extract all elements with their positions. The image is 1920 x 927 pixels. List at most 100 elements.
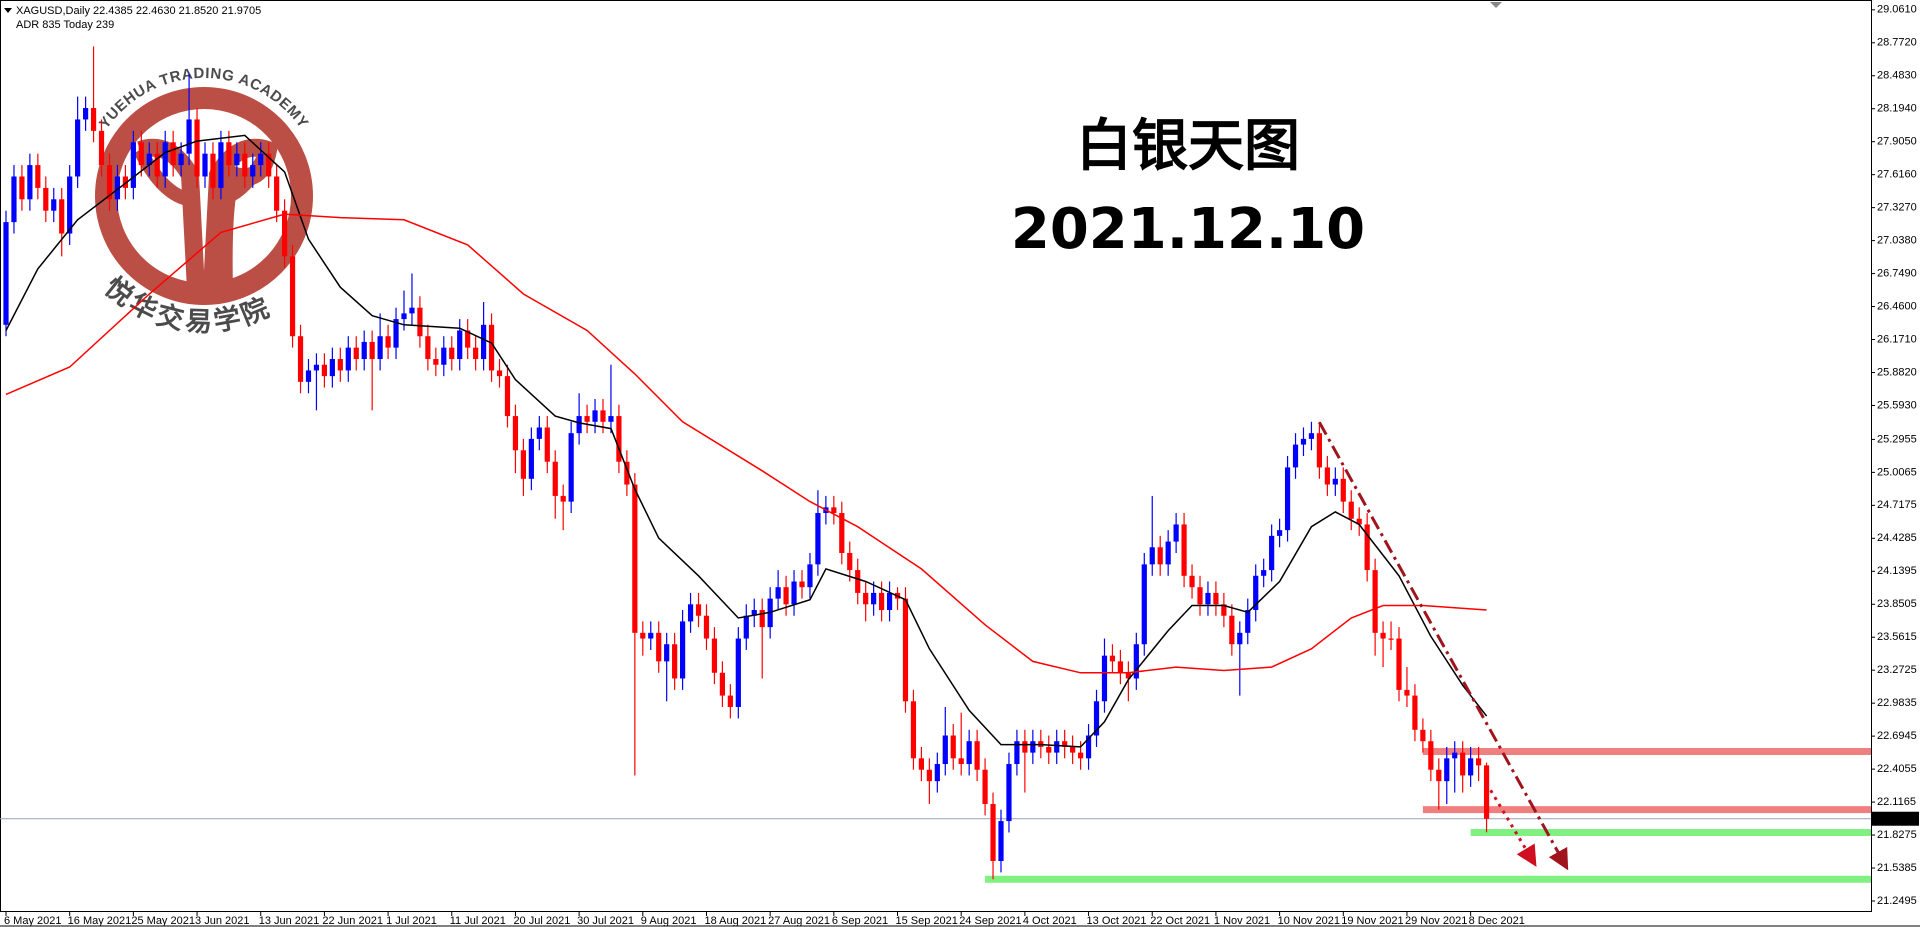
candle-body (114, 176, 121, 200)
candle-body (481, 324, 487, 360)
candle-body (401, 313, 407, 320)
candle-body (377, 336, 383, 360)
y-tick-label: 22.1165 (1877, 796, 1916, 808)
candle-body (1468, 758, 1474, 776)
candle-body (1085, 735, 1092, 759)
x-tick-label: 16 May 2021 (68, 915, 132, 927)
candle-body (51, 199, 57, 211)
candle-body (966, 741, 972, 765)
x-tick-label: 13 Jun 2021 (259, 915, 320, 927)
candle-body (1428, 741, 1434, 770)
y-tick-label: 27.0380 (1877, 235, 1917, 247)
candle-body (1372, 570, 1378, 633)
x-tick-label: 10 Nov 2021 (1278, 915, 1340, 927)
candle-body (608, 416, 614, 422)
candle-body (226, 142, 232, 166)
candle-body (337, 359, 343, 371)
candle-body (918, 758, 924, 770)
candle-body (648, 632, 654, 639)
candle-body (879, 592, 885, 611)
candle-body (1165, 541, 1171, 565)
candle-body (1046, 746, 1052, 753)
candle-body (1332, 478, 1338, 485)
candle-body (409, 307, 415, 314)
candle-body (1014, 741, 1020, 765)
y-tick-label: 25.2955 (1877, 433, 1917, 445)
candle-body (250, 165, 256, 177)
candle-body (743, 615, 749, 639)
y-tick-label: 27.6160 (1877, 169, 1917, 181)
x-tick-label: 30 Jul 2021 (577, 915, 634, 927)
candle-body (1221, 604, 1227, 616)
candle-body (1300, 438, 1307, 445)
candle-body (783, 587, 789, 605)
candle-body (974, 741, 980, 770)
candle-body (146, 153, 152, 166)
candle-body (1093, 701, 1100, 736)
y-tick-label: 22.6945 (1877, 730, 1917, 742)
candle-body (170, 142, 176, 166)
y-tick-label: 24.7175 (1877, 499, 1917, 511)
candle-body (1245, 610, 1251, 633)
candle-body (35, 165, 41, 188)
candle-body (449, 347, 455, 360)
candle-body (258, 153, 264, 166)
candle-body (664, 644, 670, 662)
candle-body (695, 604, 702, 616)
candle-body (656, 632, 662, 662)
candle-body (1364, 524, 1370, 571)
candle-body (775, 587, 781, 599)
candle-body (67, 176, 73, 234)
candle-body (1269, 535, 1275, 571)
header-info: XAGUSD,Daily 22.4385 22.4630 21.8520 21.… (16, 5, 261, 17)
y-tick-label: 28.7720 (1877, 37, 1917, 49)
moving-average (5, 134, 1488, 748)
candle-body (178, 153, 184, 166)
y-tick-label: 24.1395 (1877, 565, 1917, 577)
candle-body (1157, 547, 1163, 565)
header-adr: ADR 835 Today 239 (16, 19, 114, 31)
candle-body (703, 615, 710, 639)
candle-body (385, 336, 391, 348)
candle-body (496, 370, 503, 377)
x-tick-label: 11 Jul 2021 (450, 915, 506, 927)
shift-marker (1490, 2, 1502, 8)
y-tick-label: 25.8820 (1877, 366, 1917, 378)
candle-body (1133, 644, 1139, 679)
candle-body (504, 376, 511, 417)
candle-body (950, 735, 956, 759)
candle-body (43, 187, 49, 211)
candle-body (1125, 672, 1131, 679)
candle-body (791, 581, 797, 605)
y-tick-label: 27.3270 (1877, 202, 1917, 214)
x-tick-label: 22 Oct 2021 (1150, 915, 1210, 927)
candle-body (1420, 729, 1426, 742)
candle-body (210, 153, 216, 188)
candle-body (1452, 752, 1458, 759)
moving-average (5, 213, 1487, 674)
candle-body (727, 695, 733, 707)
candle-body (27, 165, 33, 200)
candle-body (313, 364, 320, 371)
candle-body (1205, 592, 1211, 605)
last-price-label: 21.9705 (1876, 813, 1916, 825)
x-tick-label: 24 Sep 2021 (959, 915, 1021, 927)
candle-body (465, 330, 471, 348)
candle-body (1189, 575, 1195, 588)
candle-body (1292, 444, 1299, 468)
candle-body (1261, 570, 1267, 576)
y-tick-label: 28.4830 (1877, 70, 1917, 82)
x-tick-label: 13 Oct 2021 (1087, 915, 1147, 927)
annotation-title: 白银天图 (1076, 114, 1300, 179)
candle-body (568, 433, 574, 502)
watermark: YUEHUA TRADING ACADEMY 悦华交易学院 (95, 65, 313, 338)
candle-body (3, 222, 9, 325)
candle-body (98, 130, 105, 166)
y-tick-label: 26.1710 (1877, 333, 1917, 345)
candle-body (1006, 764, 1012, 822)
candle-body (536, 427, 542, 439)
candle-body (624, 461, 630, 485)
candle-body (982, 769, 988, 804)
candle-body (863, 592, 869, 605)
